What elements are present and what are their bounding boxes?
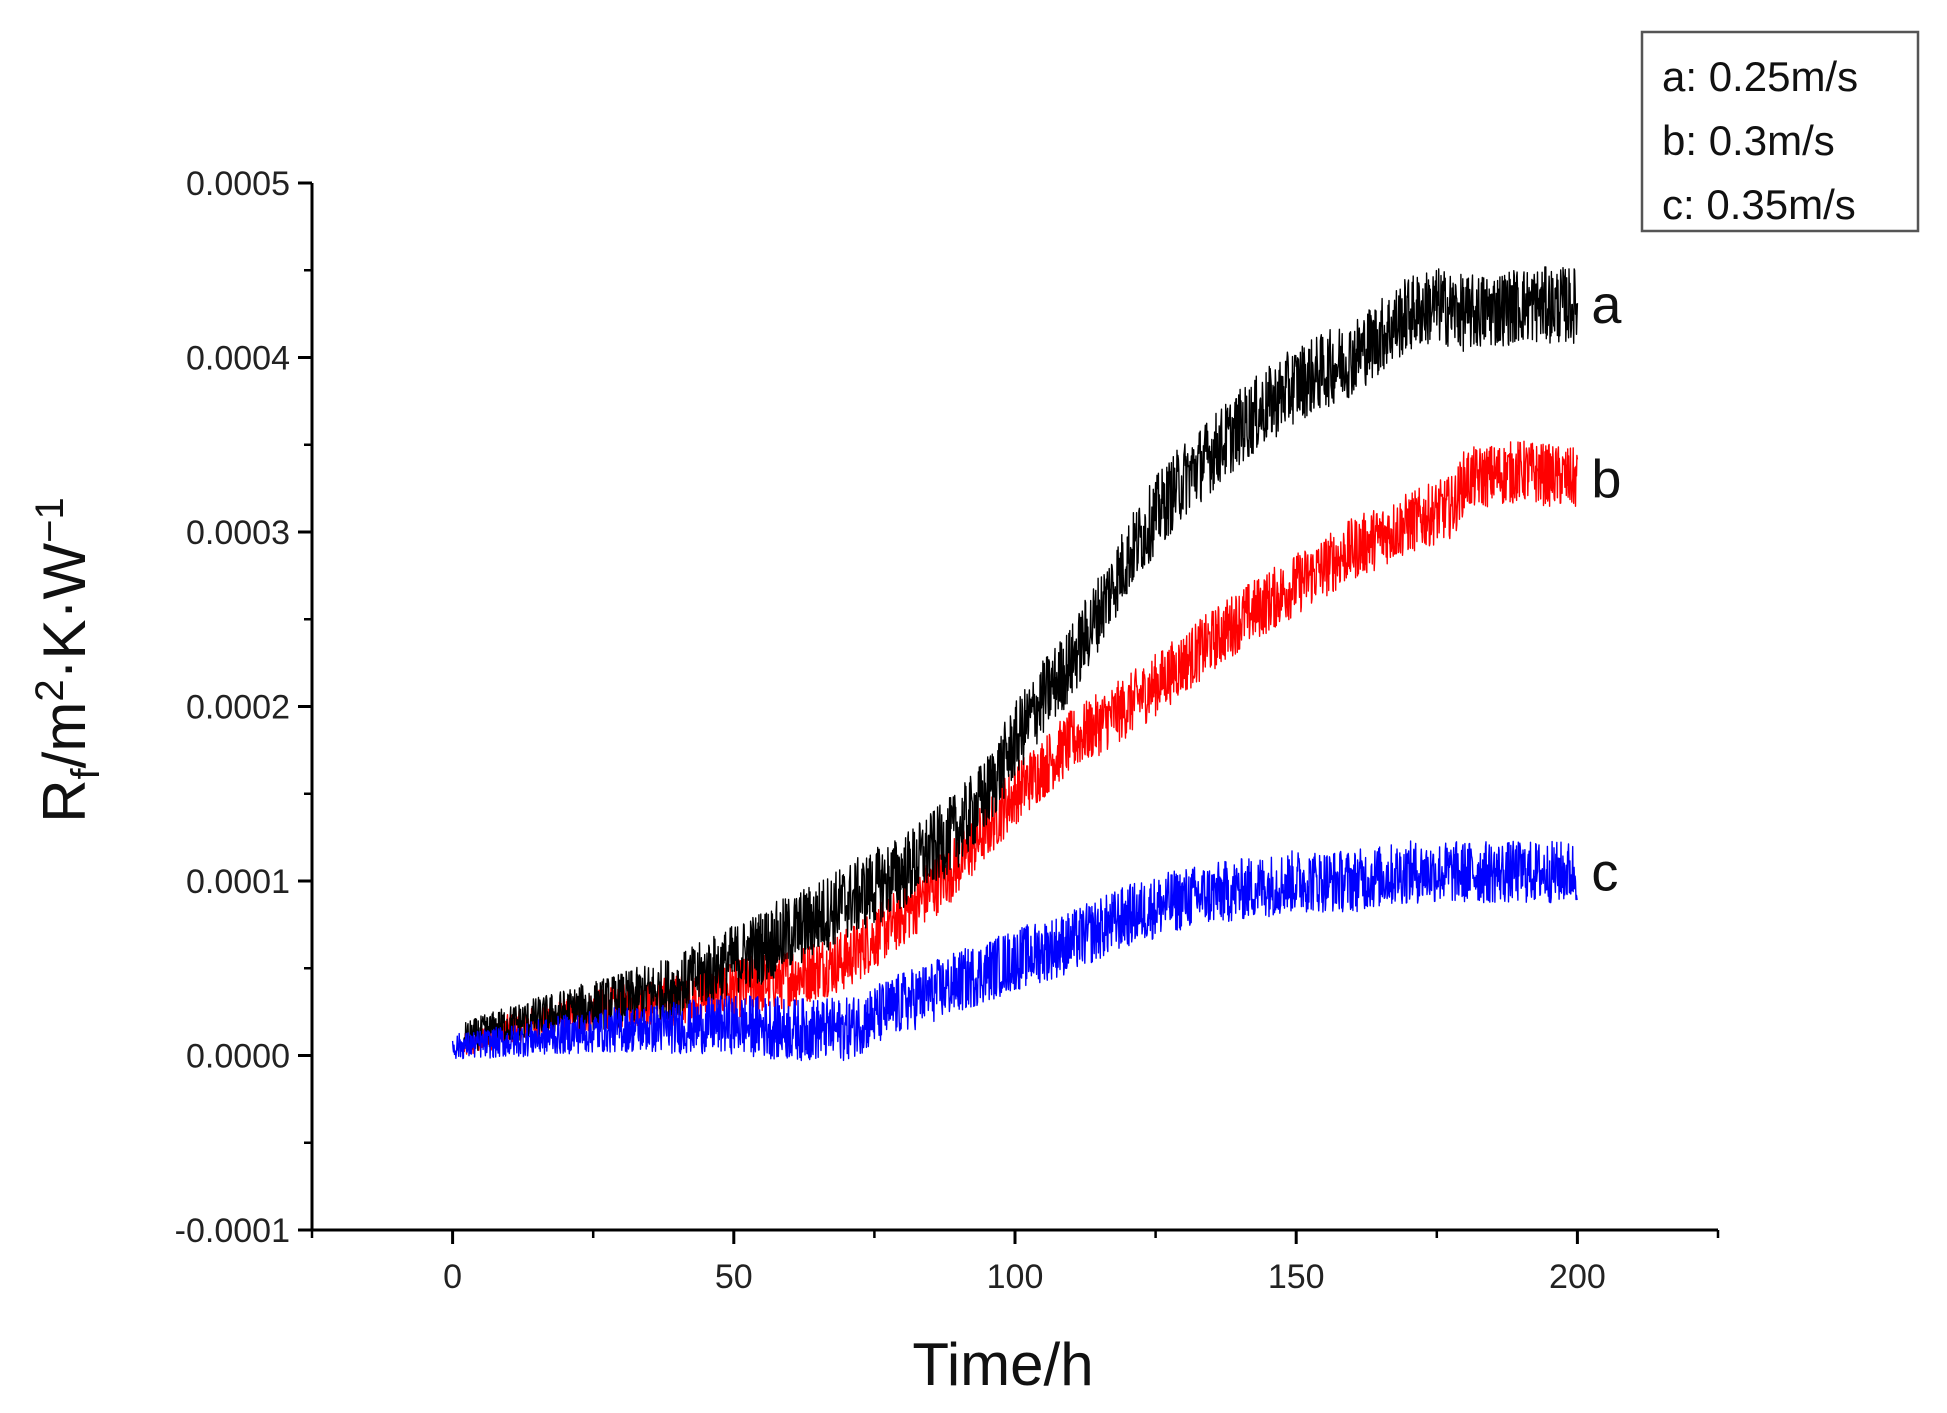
legend-box bbox=[1640, 30, 1920, 233]
legend-entry-c: c: 0.35m/s bbox=[1662, 181, 1856, 228]
y-tick-label: 0.0001 bbox=[186, 863, 290, 901]
y-tick-label: 0.0005 bbox=[186, 165, 290, 203]
y-axis-title-mid: /m bbox=[31, 702, 98, 769]
y-axis-title: Rf/m2·K·W−1 bbox=[28, 497, 108, 823]
series-line-a bbox=[463, 266, 1579, 1051]
y-axis-title-sub: f bbox=[64, 767, 108, 779]
x-tick-label: 100 bbox=[987, 1258, 1044, 1296]
y-tick-label: -0.0001 bbox=[175, 1212, 290, 1250]
y-tick-label: 0.0002 bbox=[186, 689, 290, 727]
x-axis-title: Time/h bbox=[912, 1331, 1093, 1398]
y-tick-label: 0.0004 bbox=[186, 340, 290, 378]
x-tick-label: 150 bbox=[1268, 1258, 1325, 1296]
y-axis-title-rest: ·K·W bbox=[31, 542, 98, 679]
series-line-c bbox=[451, 840, 1579, 1062]
y-axis-title-sup2: −1 bbox=[28, 497, 72, 543]
series-layer bbox=[451, 266, 1579, 1062]
series-label-b: b bbox=[1591, 450, 1621, 510]
y-ticks: -0.0001 0.0000 0.0001 0.0002 0.0003 0.0004 0.0… bbox=[175, 165, 312, 1250]
y-tick-label: 0.0000 bbox=[186, 1038, 290, 1076]
y-axis-title-sup1: 2 bbox=[28, 679, 72, 701]
y-axis-title-base: R bbox=[31, 779, 98, 822]
legend-entry-b: b: 0.3m/s bbox=[1662, 117, 1835, 164]
legend: a: 0.25m/s b: 0.3m/s c: 0.35m/s bbox=[1640, 30, 1920, 233]
axes-layer: -0.0001 0.0000 0.0001 0.0002 0.0003 0.0004 0.0… bbox=[175, 165, 1720, 1296]
x-tick-label: 0 bbox=[443, 1258, 462, 1296]
x-tick-label: 50 bbox=[715, 1258, 753, 1296]
series-label-c: c bbox=[1591, 842, 1618, 902]
y-tick-label: 0.0003 bbox=[186, 514, 290, 552]
x-tick-label: 200 bbox=[1549, 1258, 1606, 1296]
series-labels: a b c bbox=[1591, 275, 1622, 902]
legend-entry-a: a: 0.25m/s bbox=[1662, 53, 1858, 100]
x-ticks: 0 50 100 150 200 bbox=[310, 1230, 1720, 1296]
series-label-a: a bbox=[1591, 275, 1622, 335]
